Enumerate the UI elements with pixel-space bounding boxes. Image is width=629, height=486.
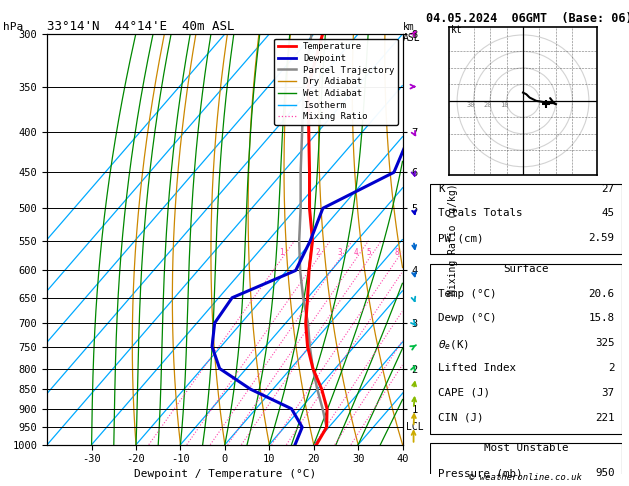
Text: 221: 221 — [595, 413, 615, 423]
Text: CIN (J): CIN (J) — [438, 413, 484, 423]
Text: 8: 8 — [395, 248, 399, 257]
Bar — [430, 184, 622, 254]
Text: kt: kt — [450, 25, 462, 35]
Text: PW (cm): PW (cm) — [438, 233, 484, 243]
Text: Totals Totals: Totals Totals — [438, 208, 523, 219]
Text: 2: 2 — [608, 363, 615, 373]
Text: 2.59: 2.59 — [588, 233, 615, 243]
Y-axis label: Mixing Ratio (g/kg): Mixing Ratio (g/kg) — [448, 184, 459, 295]
Text: LCL: LCL — [406, 422, 424, 432]
Text: 30: 30 — [467, 103, 476, 108]
Text: Temp (°C): Temp (°C) — [438, 289, 496, 299]
Text: 27: 27 — [601, 184, 615, 194]
Text: 10: 10 — [499, 103, 508, 108]
Text: 20.6: 20.6 — [588, 289, 615, 299]
X-axis label: Dewpoint / Temperature (°C): Dewpoint / Temperature (°C) — [134, 469, 316, 479]
Text: Lifted Index: Lifted Index — [438, 363, 516, 373]
Text: 04.05.2024  06GMT  (Base: 06): 04.05.2024 06GMT (Base: 06) — [426, 12, 629, 25]
Text: 4: 4 — [353, 248, 358, 257]
Text: 15.8: 15.8 — [588, 313, 615, 324]
Text: 2: 2 — [315, 248, 320, 257]
Legend: Temperature, Dewpoint, Parcel Trajectory, Dry Adiabat, Wet Adiabat, Isotherm, Mi: Temperature, Dewpoint, Parcel Trajectory… — [274, 38, 398, 125]
Text: K: K — [438, 184, 445, 194]
Text: 3: 3 — [337, 248, 342, 257]
Text: 20: 20 — [483, 103, 492, 108]
Text: 1: 1 — [279, 248, 284, 257]
Text: Surface: Surface — [503, 264, 549, 274]
Text: 37: 37 — [601, 388, 615, 398]
Bar — [430, 443, 622, 486]
Text: $\theta_e$(K): $\theta_e$(K) — [438, 338, 469, 352]
Text: 950: 950 — [595, 468, 615, 478]
Bar — [430, 264, 622, 434]
Text: Pressure (mb): Pressure (mb) — [438, 468, 523, 478]
Text: Most Unstable: Most Unstable — [484, 443, 569, 453]
Text: 33°14'N  44°14'E  40m ASL: 33°14'N 44°14'E 40m ASL — [47, 20, 235, 33]
Text: Dewp (°C): Dewp (°C) — [438, 313, 496, 324]
Text: hPa: hPa — [3, 22, 23, 32]
Text: 325: 325 — [595, 338, 615, 348]
Text: 45: 45 — [601, 208, 615, 219]
Text: 5: 5 — [367, 248, 371, 257]
Text: © weatheronline.co.uk: © weatheronline.co.uk — [469, 473, 582, 482]
Text: CAPE (J): CAPE (J) — [438, 388, 490, 398]
Text: km
ASL: km ASL — [403, 22, 421, 43]
